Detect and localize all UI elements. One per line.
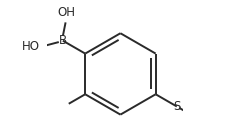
Text: S: S [172, 100, 180, 113]
Text: HO: HO [22, 40, 40, 53]
Text: OH: OH [57, 6, 75, 19]
Text: B: B [59, 34, 67, 47]
